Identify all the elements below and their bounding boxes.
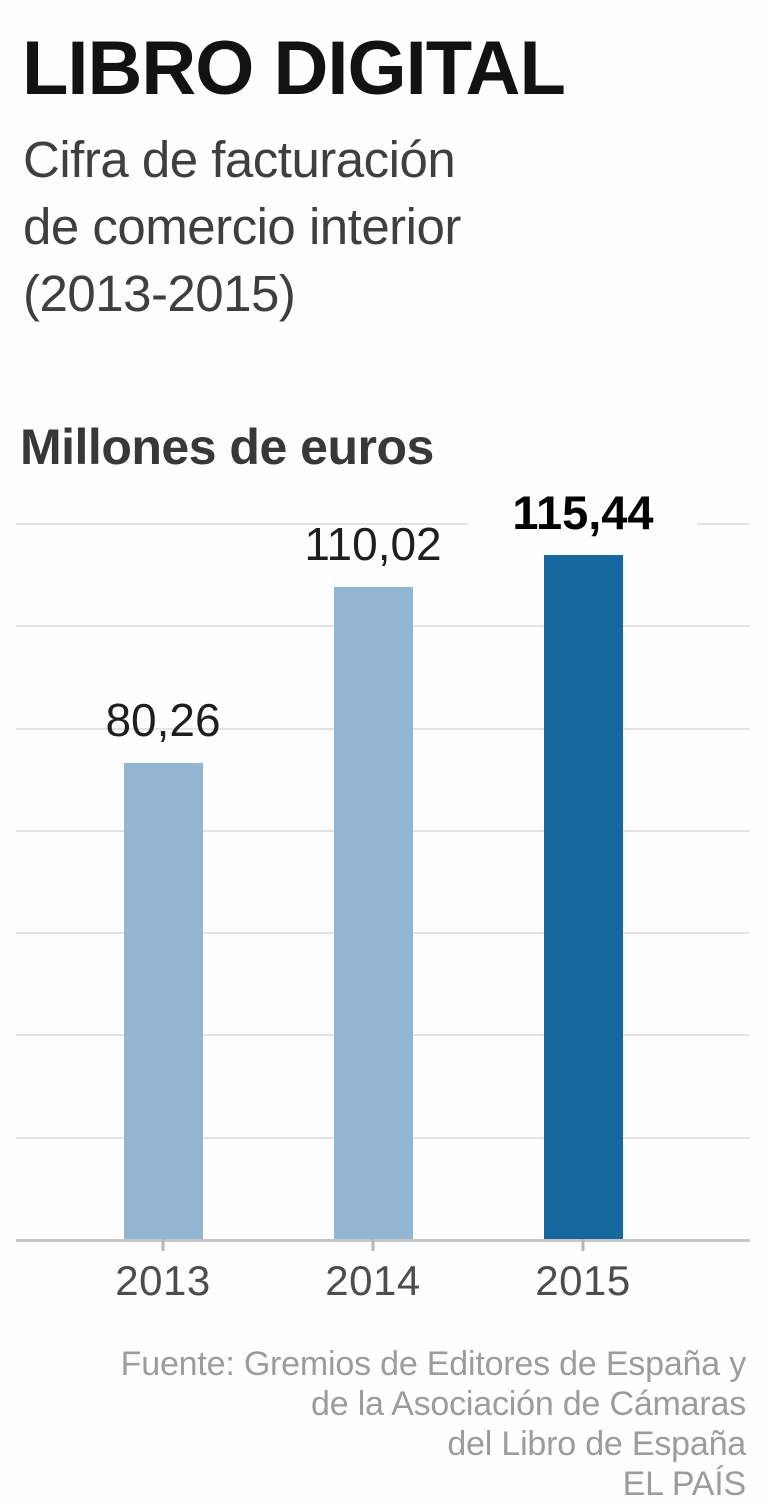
source-line-1: Fuente: Gremios de Editores de España y: [120, 1345, 747, 1383]
value-label-2014: 110,02: [304, 518, 442, 570]
source-note: Fuente: Gremios de Editores de España y …: [120, 1344, 747, 1502]
subtitle-line-3: (2013-2015): [23, 265, 296, 322]
page-title: LIBRO DIGITAL: [22, 26, 566, 111]
source-line-2: de la Asociación de Cámaras: [311, 1385, 746, 1423]
page-subtitle: Cifra de facturación de comercio interio…: [23, 126, 461, 327]
subtitle-line-1: Cifra de facturación: [23, 131, 456, 188]
category-label-2014: 2014: [325, 1257, 421, 1304]
bar-2014: [333, 587, 413, 1239]
axis-tick: [161, 1239, 165, 1251]
chart-axis-unit-title: Millones de euros: [20, 419, 434, 475]
category-label-2013: 2013: [115, 1257, 211, 1304]
value-label-2015: 115,44: [468, 485, 698, 540]
value-label-2013: 80,26: [105, 694, 221, 746]
subtitle-line-2: de comercio interior: [23, 198, 461, 255]
bar-2015: [543, 555, 623, 1239]
category-label-2015: 2015: [535, 1257, 631, 1304]
x-axis-line: [16, 1239, 750, 1242]
axis-tick: [371, 1239, 375, 1251]
publisher-credit: EL PAÍS: [622, 1465, 747, 1502]
axis-tick: [581, 1239, 585, 1251]
gridline: [16, 523, 750, 525]
source-line-3: del Libro de España: [447, 1425, 746, 1463]
bar-2013: [123, 763, 203, 1239]
